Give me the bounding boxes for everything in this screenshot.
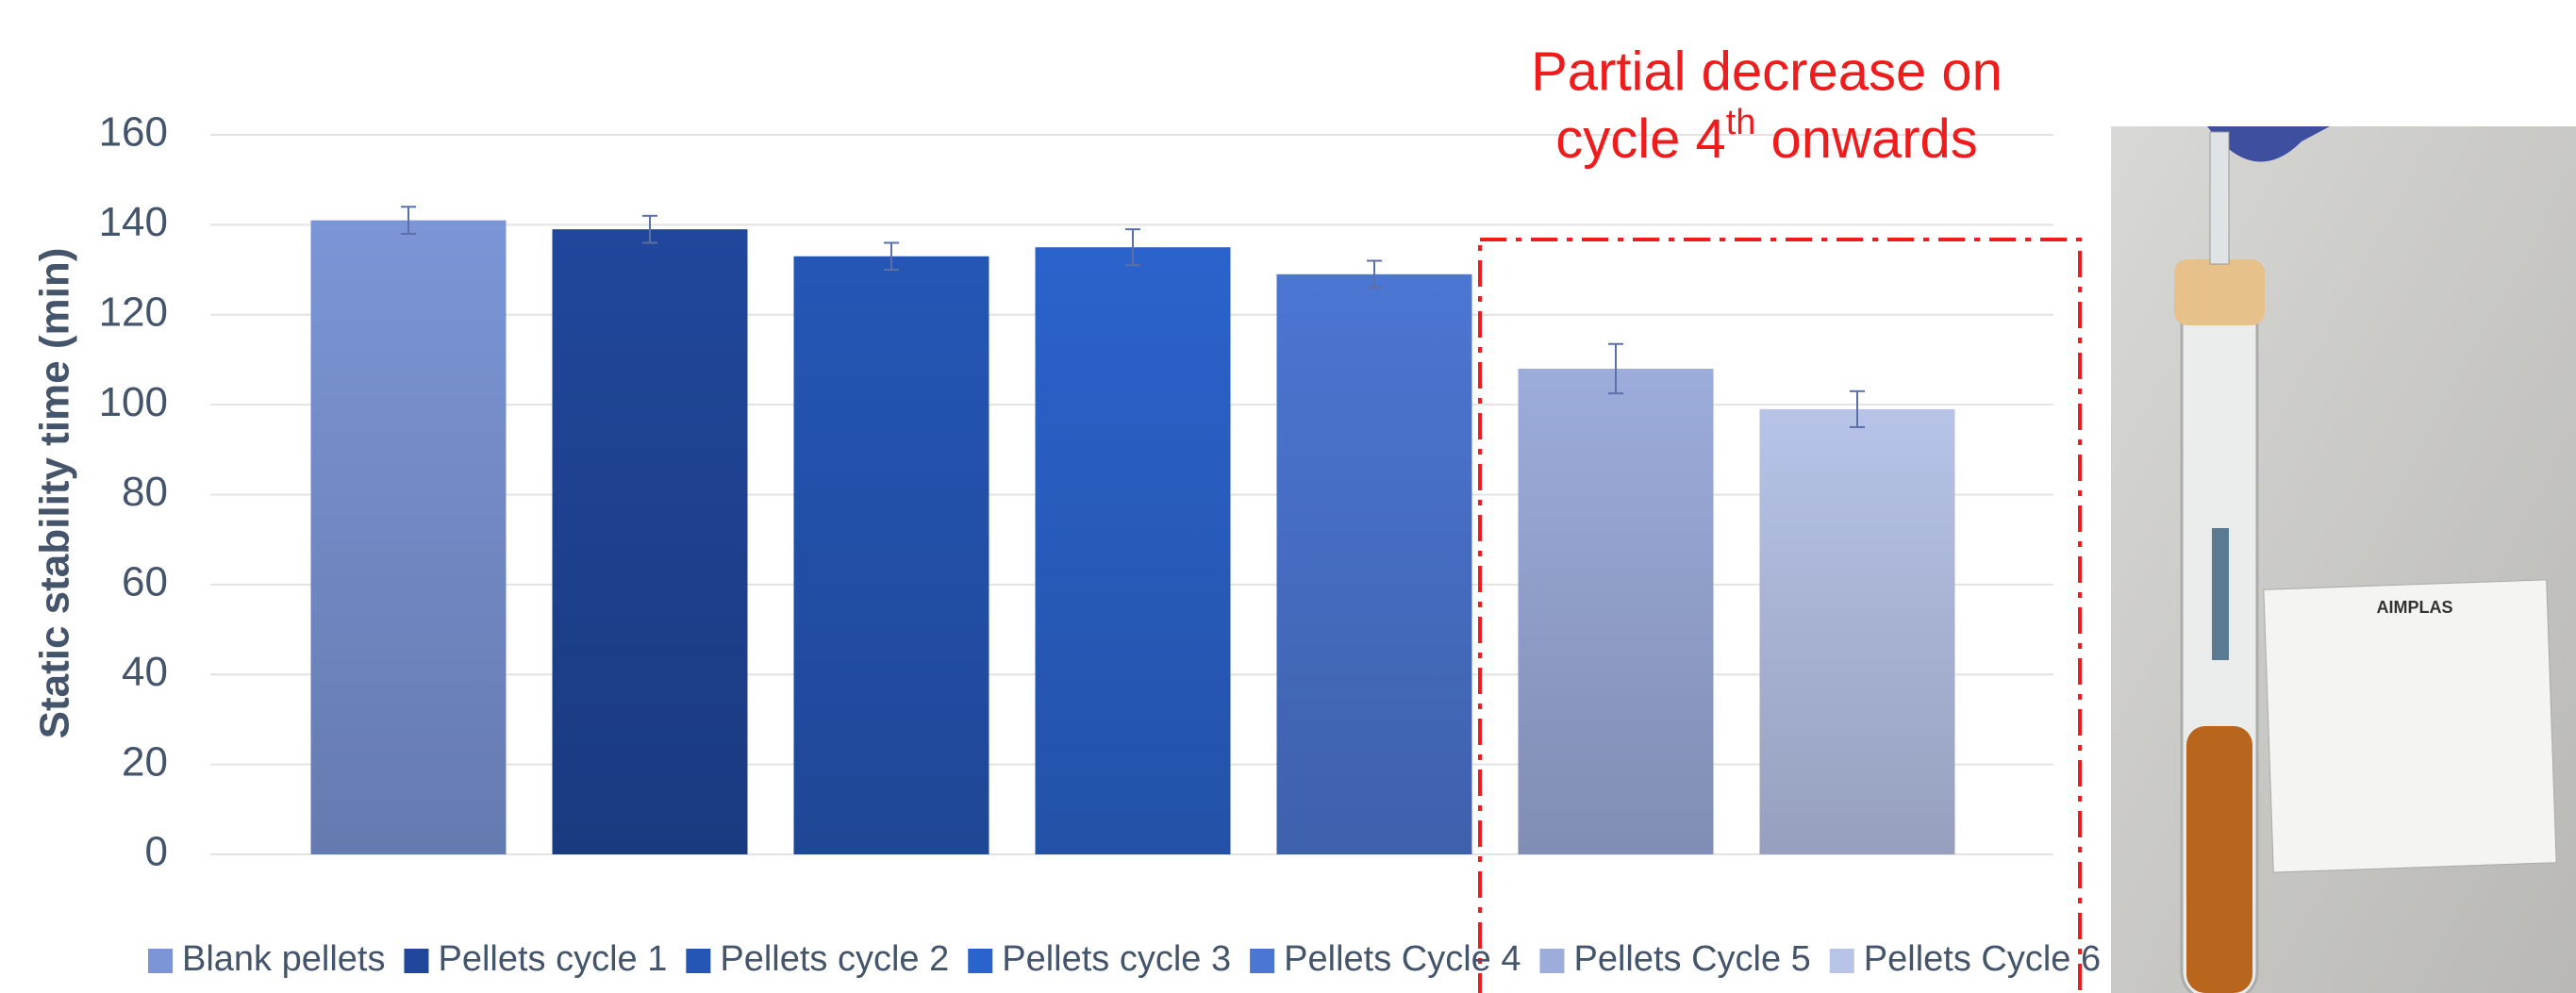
legend-label: Pellets cycle 1: [438, 939, 667, 979]
stopper: [2174, 259, 2265, 325]
legend-label: Pellets Cycle 5: [1573, 939, 1810, 979]
legend-swatch: [1539, 949, 1564, 973]
legend: Blank pellets Pellets cycle 1 Pellets cycl…: [148, 939, 2101, 979]
legend-swatch: [968, 949, 992, 973]
annotation-text: Partial decrease on: [1531, 41, 2003, 102]
annotation-text: cycle 4: [1555, 108, 1726, 170]
annotation-superscript: th: [1726, 103, 1756, 142]
bar-shade: [311, 221, 507, 854]
y-tick-label: 160: [99, 109, 168, 156]
annotation-text: onwards: [1755, 108, 1977, 170]
y-tick-label: 60: [122, 559, 168, 605]
y-tick-label: 40: [122, 649, 168, 695]
pellets: [2186, 726, 2252, 993]
plot: 0 20 40 60 80 100 120 140 160: [99, 109, 2053, 875]
annotation-text: cycle 4th onwards: [1555, 103, 1978, 170]
legend-label: Pellets cycle 3: [1002, 939, 1231, 979]
legend-swatch: [1250, 949, 1274, 973]
chart: 0 20 40 60 80 100 120 140 160 AIMPLAS Static sta…: [0, 0, 2576, 993]
bar-shade: [1277, 274, 1472, 854]
bar-shade: [553, 229, 748, 854]
y-tick-label: 80: [122, 469, 168, 515]
legend-label: Blank pellets: [182, 939, 385, 979]
legend-label: Pellets Cycle 6: [1864, 939, 2101, 979]
bar-shade: [1036, 247, 1231, 854]
photo: AIMPLAS: [2111, 126, 2576, 993]
bar-shade: [1760, 409, 1955, 854]
needle: [2210, 132, 2229, 264]
y-tick-label: 0: [145, 829, 168, 875]
legend-label: Pellets cycle 2: [720, 939, 949, 979]
legend-swatch: [148, 949, 173, 973]
y-tick-label: 100: [99, 379, 168, 425]
photo-label: AIMPLAS: [2377, 598, 2453, 617]
legend-swatch: [1830, 949, 1854, 973]
bar-shade: [794, 257, 989, 854]
y-axis-title: Static stability time (min): [32, 248, 78, 739]
label-sheet: [2264, 580, 2556, 872]
probe: [2212, 528, 2229, 660]
y-tick-label: 120: [99, 289, 168, 335]
y-tick-label: 20: [122, 738, 168, 785]
legend-swatch: [404, 949, 428, 973]
legend-swatch: [686, 949, 710, 973]
page: 0 20 40 60 80 100 120 140 160 AIMPLAS Static sta…: [0, 0, 2576, 993]
bar-shade: [1519, 369, 1714, 854]
y-tick-label: 140: [99, 199, 168, 245]
legend-label: Pellets Cycle 4: [1284, 939, 1521, 979]
